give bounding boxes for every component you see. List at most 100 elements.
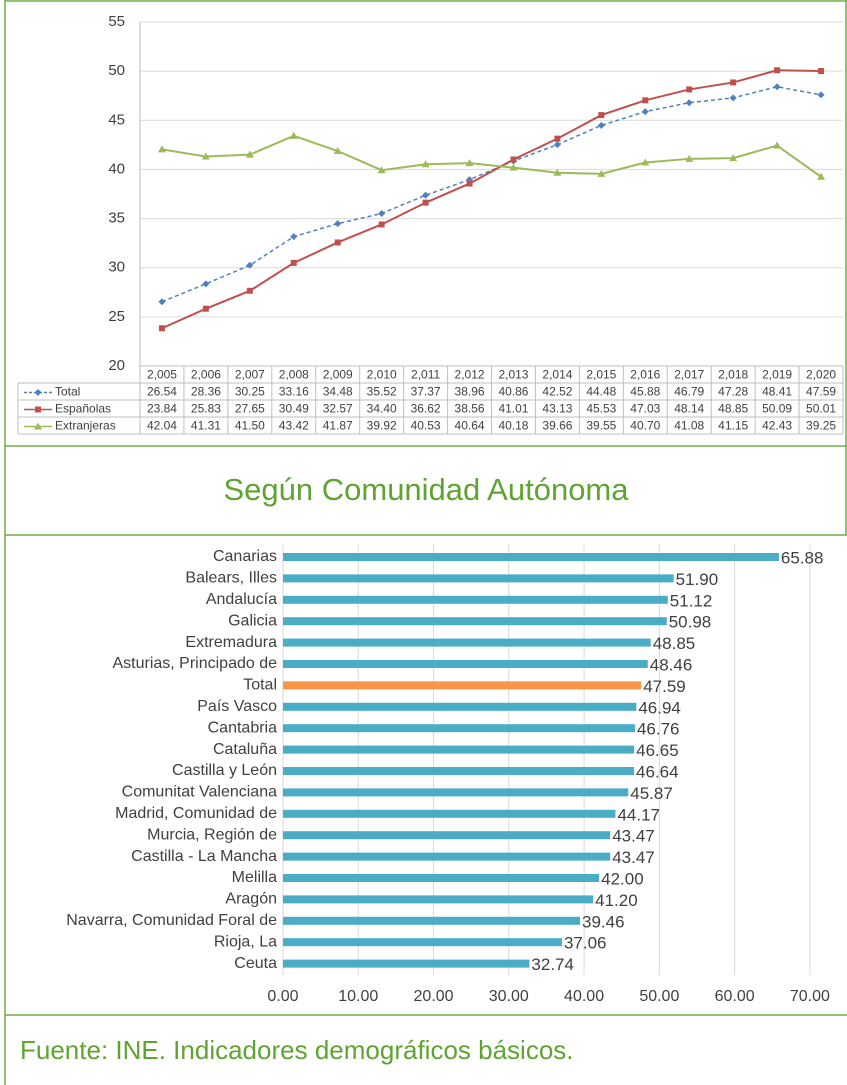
- x-tick-label: 0.00: [267, 988, 298, 1005]
- table-value: 48.41: [762, 385, 792, 399]
- marker: [290, 259, 297, 266]
- table-value: 39.66: [542, 419, 572, 433]
- x-tick-label: 2,015: [586, 368, 616, 382]
- value-label: 65.88: [781, 548, 824, 567]
- x-tick-label: 2,007: [235, 368, 265, 382]
- bar: [283, 553, 779, 561]
- marker: [289, 131, 298, 139]
- y-tick-label: 35: [108, 210, 125, 227]
- marker: [817, 91, 825, 99]
- table-value: 47.03: [630, 402, 660, 416]
- marker: [421, 160, 430, 168]
- marker: [817, 172, 826, 180]
- value-label: 48.46: [650, 655, 693, 674]
- marker: [465, 159, 474, 167]
- marker: [597, 169, 606, 177]
- marker: [202, 280, 210, 288]
- value-label: 44.17: [617, 805, 660, 824]
- y-tick-label: 50: [108, 62, 125, 79]
- y-tick-label: Cantabria: [208, 719, 277, 736]
- bar: [283, 852, 611, 861]
- table-value: 30.49: [279, 402, 309, 416]
- bar: [283, 595, 668, 604]
- table-value: 50.01: [806, 402, 836, 416]
- y-tick-label: Castilla - La Mancha: [131, 848, 277, 865]
- bar: [283, 681, 642, 690]
- marker: [466, 180, 473, 187]
- bar: [283, 745, 635, 754]
- bar: [283, 767, 635, 775]
- x-tick-label: 10.00: [338, 988, 378, 1005]
- table-value: 28.36: [191, 385, 221, 399]
- y-tick-label: 30: [108, 259, 125, 276]
- value-label: 46.64: [636, 762, 679, 781]
- y-tick-label: 40: [108, 160, 125, 177]
- table-value: 41.87: [323, 419, 353, 433]
- x-tick-label: 2,017: [674, 368, 704, 382]
- marker: [597, 121, 605, 129]
- marker: [378, 209, 386, 217]
- value-label: 48.85: [653, 634, 696, 653]
- value-label: 47.59: [643, 677, 686, 696]
- marker: [598, 112, 605, 119]
- table-value: 23.84: [147, 402, 177, 416]
- y-tick-label: Canarias: [213, 548, 277, 565]
- marker: [729, 154, 738, 162]
- marker: [554, 135, 561, 142]
- x-tick-label: 2,019: [762, 368, 792, 382]
- table-value: 33.16: [279, 385, 309, 399]
- x-tick-label: 2,018: [718, 368, 748, 382]
- marker: [641, 108, 649, 116]
- bar: [283, 702, 637, 711]
- value-label: 51.12: [670, 591, 713, 610]
- legend-label: Extranjeras: [55, 419, 116, 433]
- marker: [201, 152, 210, 160]
- marker: [685, 154, 694, 162]
- table-value: 40.64: [455, 419, 485, 433]
- x-tick-label: 2,005: [147, 368, 177, 382]
- table-value: 41.15: [718, 419, 748, 433]
- marker: [157, 145, 166, 153]
- table-value: 41.01: [498, 402, 528, 416]
- bar: [283, 660, 648, 668]
- marker: [290, 233, 298, 241]
- marker: [245, 150, 254, 158]
- table-value: 45.53: [586, 402, 616, 416]
- marker: [729, 94, 737, 102]
- section-title: Según Comunidad Autónoma: [223, 472, 629, 507]
- table-value: 41.08: [674, 419, 704, 433]
- x-tick-label: 2,011: [411, 368, 440, 382]
- table-value: 44.48: [586, 385, 616, 399]
- table-value: 43.42: [279, 419, 309, 433]
- y-tick-label: Balears, Illes: [185, 570, 277, 587]
- marker: [685, 99, 693, 107]
- marker: [334, 239, 341, 246]
- marker: [333, 147, 342, 155]
- y-tick-label: Melilla: [232, 869, 277, 886]
- y-tick-label: Madrid, Comunidad de: [115, 805, 277, 822]
- table-value: 30.25: [235, 385, 265, 399]
- x-tick-label: 60.00: [715, 988, 755, 1005]
- legend-label: Españolas: [55, 402, 111, 416]
- table-value: 36.62: [411, 402, 441, 416]
- marker: [553, 141, 561, 149]
- table-value: 46.79: [674, 385, 704, 399]
- y-tick-label: País Vasco: [197, 698, 277, 715]
- value-label: 46.76: [637, 720, 680, 739]
- y-tick-label: Asturias, Principado de: [112, 655, 277, 672]
- table-value: 39.92: [367, 419, 397, 433]
- legend-marker: [34, 422, 42, 430]
- series-line: [161, 69, 822, 330]
- x-tick-label: 30.00: [489, 988, 529, 1005]
- y-tick-label: Murcia, Región de: [147, 826, 277, 843]
- y-tick-label: 55: [108, 13, 125, 30]
- x-tick-label: 70.00: [790, 988, 830, 1005]
- marker: [378, 221, 385, 228]
- marker: [553, 168, 562, 176]
- marker: [246, 287, 253, 294]
- table-value: 50.09: [762, 402, 792, 416]
- table-value: 34.48: [323, 385, 353, 399]
- table-value: 32.57: [323, 402, 353, 416]
- bar: [283, 809, 616, 818]
